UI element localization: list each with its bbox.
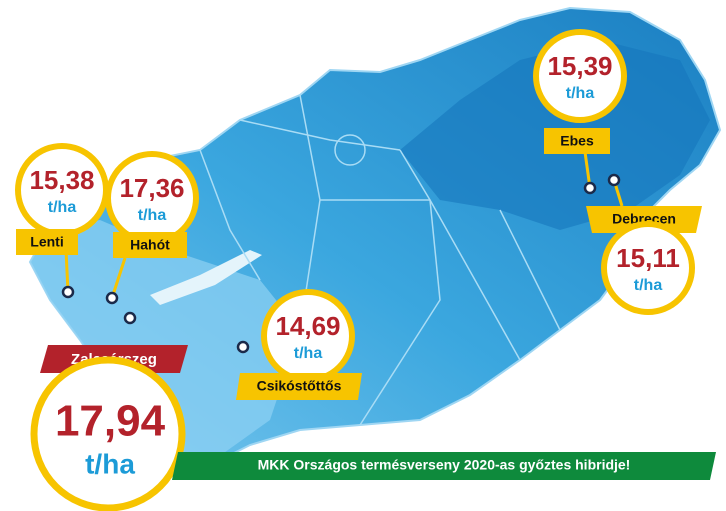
location-pin bbox=[61, 285, 75, 299]
banner-background bbox=[172, 452, 716, 480]
location-pin bbox=[583, 181, 597, 195]
pointer bbox=[64, 249, 70, 293]
location-zalasarszeg: Zalasárszeg 17,94 t/ha bbox=[30, 311, 188, 511]
lake-balaton bbox=[150, 250, 262, 305]
location-pin bbox=[105, 291, 119, 305]
yield-unit: t/ha bbox=[85, 448, 135, 479]
yield-value: 15,38 bbox=[29, 165, 94, 195]
yield-bubble bbox=[30, 356, 186, 511]
name-tag bbox=[16, 229, 78, 255]
location-pin bbox=[607, 173, 621, 187]
location-lenti: 15,38 t/ha Lenti bbox=[15, 143, 109, 299]
name-tag bbox=[113, 232, 187, 258]
yield-unit: t/ha bbox=[634, 277, 663, 294]
name-tag bbox=[544, 128, 610, 154]
location-hahot: 17,36 t/ha Hahót bbox=[105, 151, 199, 305]
yield-value: 15,11 bbox=[616, 243, 680, 273]
yield-unit: t/ha bbox=[48, 199, 77, 216]
yield-value: 15,39 bbox=[547, 51, 612, 81]
location-name: Lenti bbox=[30, 234, 63, 250]
location-name: Csikóstőttős bbox=[257, 378, 342, 394]
yield-unit: t/ha bbox=[138, 207, 167, 224]
yield-value: 17,94 bbox=[55, 397, 166, 446]
location-name: Hahót bbox=[130, 237, 170, 253]
banner-text: MKK Országos termésverseny 2020-as győzt… bbox=[258, 457, 631, 473]
location-pin bbox=[236, 340, 250, 354]
yield-bubble bbox=[601, 221, 695, 315]
county-borders bbox=[199, 94, 561, 426]
location-pin bbox=[123, 311, 137, 325]
yield-bubble bbox=[533, 29, 627, 123]
name-tag bbox=[586, 206, 702, 233]
yield-value: 14,69 bbox=[275, 311, 340, 341]
location-csikostottos: 14,69 t/ha Csikóstőttős bbox=[236, 289, 362, 400]
location-ebes: 15,39 t/ha Ebes bbox=[533, 29, 627, 195]
name-tag bbox=[236, 373, 362, 400]
pointer bbox=[110, 257, 127, 299]
yield-unit: t/ha bbox=[566, 85, 595, 102]
location-debrecen: Debrecen 15,11 t/ha bbox=[586, 173, 702, 315]
location-name: Ebes bbox=[560, 133, 594, 149]
yield-value: 17,36 bbox=[119, 173, 184, 203]
yield-unit: t/ha bbox=[294, 345, 323, 362]
